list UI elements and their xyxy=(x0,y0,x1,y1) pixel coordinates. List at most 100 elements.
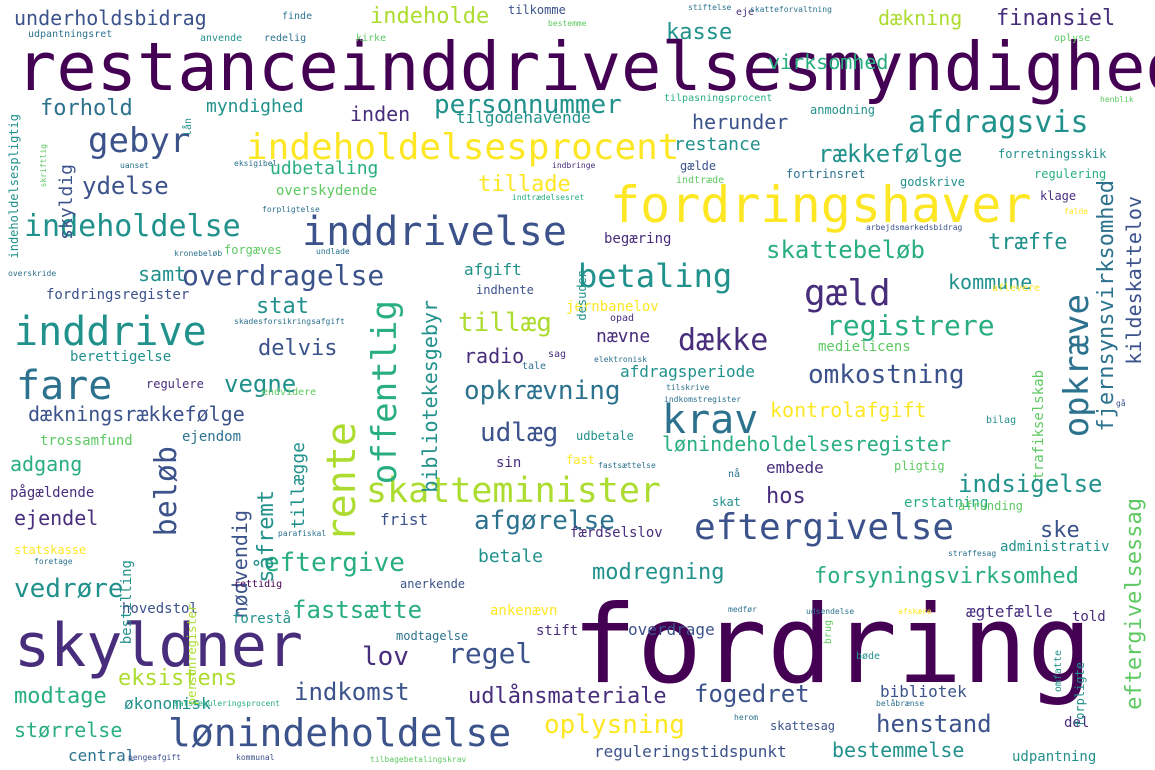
word-krav: krav xyxy=(662,397,759,443)
word-personregister: personregister xyxy=(185,604,199,706)
word-fordringsregister: fordringsregister xyxy=(46,287,190,303)
word-regulere: regulere xyxy=(146,377,204,391)
word-delvis: delvis xyxy=(258,336,338,361)
word-pligtig: pligtig xyxy=(894,459,945,473)
word-finde: finde xyxy=(282,11,313,22)
word-gebyr: gebyr xyxy=(88,121,191,161)
word-jernbanelov: jernbanelov xyxy=(566,299,659,315)
word-uanset: uanset xyxy=(120,161,149,170)
word-beløb: beløb xyxy=(149,446,184,537)
word-medfør: medfør xyxy=(728,605,757,614)
word-ankenævn: ankenævn xyxy=(490,603,558,619)
word-kasse: kasse xyxy=(666,20,733,45)
word-fortrinsret: fortrinsret xyxy=(786,167,866,181)
word-trafikselskab: trafikselskab xyxy=(1031,370,1047,480)
word-modtage: modtage xyxy=(14,684,107,709)
word-frist: frist xyxy=(380,510,429,529)
word-restance: restance xyxy=(674,134,761,155)
word-indkomst: indkomst xyxy=(294,678,410,706)
word-pengeafgift: pengeafgift xyxy=(128,753,181,762)
word-endvidere: endvidere xyxy=(262,387,317,398)
word-tale: tale xyxy=(522,361,547,372)
word-afdragsperiode: afdragsperiode xyxy=(620,362,755,381)
word-skattesag: skattesag xyxy=(770,719,836,733)
word-lønindeholdelsesregister: lønindeholdelsesregister xyxy=(662,432,951,456)
word-administrativ: administrativ xyxy=(1000,539,1110,555)
word-omkostning: omkostning xyxy=(808,360,965,390)
word-afrunding: afrunding xyxy=(958,499,1024,513)
word-dække: dække xyxy=(678,323,769,358)
word-forgæves: forgæves xyxy=(224,243,282,257)
word-central: central xyxy=(68,746,136,765)
word-overdragelse: overdragelse xyxy=(182,259,385,292)
word-vedrøre: vedrøre xyxy=(14,574,124,604)
word-eksigibel: eksigibel xyxy=(234,159,278,168)
word-tillæg: tillæg xyxy=(458,308,552,338)
word-fogedret: fogedret xyxy=(694,680,810,708)
word-told: told xyxy=(1072,609,1106,625)
word-eftergivelse: eftergivelse xyxy=(694,507,955,548)
word-eksistens: eksistens xyxy=(118,666,238,691)
word-erstatning: erstatning xyxy=(904,495,989,511)
word-reguleringstidspunkt: reguleringstidspunkt xyxy=(594,742,787,761)
word-nødvendig: nødvendig xyxy=(228,510,252,619)
word-hos: hos xyxy=(766,484,806,509)
word-udpantningsret: udpantningsret xyxy=(28,29,113,40)
word-ydelse: ydelse xyxy=(82,172,169,200)
word-aflevere: aflevere xyxy=(992,283,1041,294)
word-indtræde: indtræde xyxy=(676,175,725,186)
word-tillade: tillade xyxy=(478,172,571,197)
word-betale: betale xyxy=(478,546,544,567)
word-udlånsmateriale: udlånsmateriale xyxy=(468,684,667,709)
word-forpligtelse: forpligtelse xyxy=(262,205,320,214)
word-oplyse: oplyse xyxy=(1054,33,1091,44)
word-foretage: foretage xyxy=(34,557,73,566)
word-virksomhed: virksomhed xyxy=(768,50,889,74)
word-udsendelse: udsendelse xyxy=(806,607,855,616)
word-statskasse: statskasse xyxy=(14,543,87,557)
word-lønindeholdelse: lønindeholdelse xyxy=(168,711,512,755)
word-stift: stift xyxy=(536,623,579,639)
word-fastsættelse: fastsættelse xyxy=(598,461,656,470)
word-overskride: overskride xyxy=(8,269,57,278)
word-rækkefølge: rækkefølge xyxy=(818,140,963,168)
word-indbringe: indbringe xyxy=(552,161,596,170)
word-ske: ske xyxy=(1040,518,1080,543)
word-kommune: kommune xyxy=(948,270,1033,294)
word-indeholdelse: indeholdelse xyxy=(24,209,241,244)
word-bilag: bilag xyxy=(986,415,1017,426)
word-opkræve: opkræve xyxy=(1057,294,1097,438)
word-falde: falde xyxy=(1064,207,1089,216)
word-belåbrænse: belåbrænse xyxy=(876,699,925,708)
word-henblik: henblik xyxy=(1100,95,1134,104)
word-udpantning: udpantning xyxy=(1012,749,1097,765)
word-gå: gå xyxy=(1116,399,1126,408)
word-stat: stat xyxy=(256,294,309,319)
word-parafiskal: parafiskal xyxy=(278,529,327,538)
word-afdragsvis: afdragsvis xyxy=(908,105,1089,140)
word-arbejdsmarkedsbidrag: arbejdsmarkedsbidrag xyxy=(866,223,963,232)
word-vegne: vegne xyxy=(224,370,297,398)
word-indeholde: indeholde xyxy=(370,4,490,29)
word-forsyningsvirksomhed: forsyningsvirksomhed xyxy=(814,564,1079,589)
word-anerkende: anerkende xyxy=(400,577,466,591)
word-restanceinddrivelsesmyndighed: restanceinddrivelsesmyndighed xyxy=(16,28,1155,106)
word-rettidig: rettidig xyxy=(234,579,283,590)
word-træffe: træffe xyxy=(988,230,1068,255)
word-indhente: indhente xyxy=(476,283,534,297)
word-nævne: nævne xyxy=(596,326,651,347)
word-oplysning: oplysning xyxy=(544,710,685,740)
word-indtrædelsesret: indtrædelsesret xyxy=(512,193,585,202)
word-inddrivelse: inddrivelse xyxy=(302,209,567,255)
word-tilkomme: tilkomme xyxy=(508,3,566,17)
word-begæring: begæring xyxy=(604,231,672,247)
word-gæld: gæld xyxy=(804,273,891,314)
word-rente: rente xyxy=(319,422,365,543)
word-brug: brug xyxy=(823,620,834,645)
word-færdselslov: færdselslov xyxy=(570,525,663,541)
word-såfremt: såfremt xyxy=(254,490,279,583)
word-tillægge: tillægge xyxy=(288,442,309,529)
word-berettigelse: berettigelse xyxy=(70,349,172,365)
word-tilbagebetalingskrav: tilbagebetalingskrav xyxy=(370,755,467,764)
